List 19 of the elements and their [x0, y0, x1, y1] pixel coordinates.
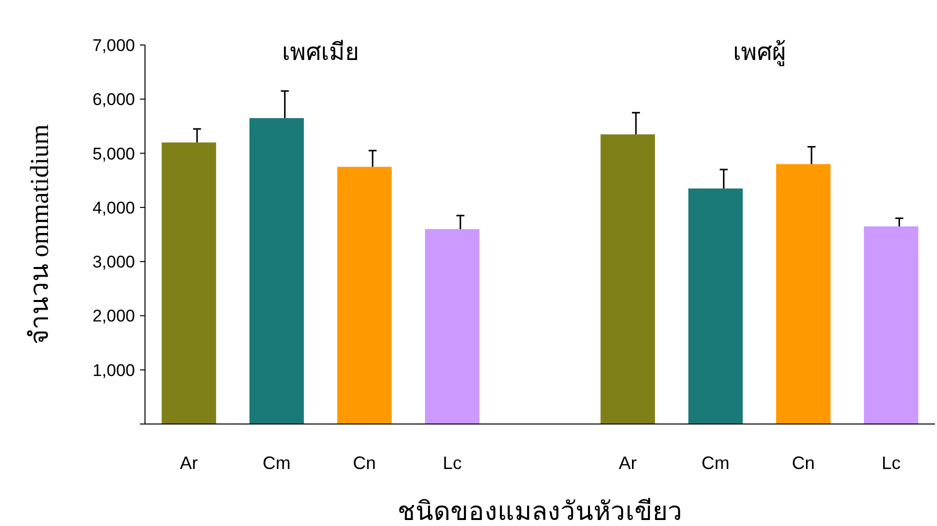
- y-tick-label: 6,000: [92, 90, 135, 110]
- x-tick-label: Cm: [262, 453, 291, 473]
- y-tick-label: 4,000: [92, 198, 135, 218]
- x-tick-label: Ar: [618, 453, 637, 473]
- annotation: เพศผู้: [732, 40, 786, 67]
- x-tick-label: Cn: [352, 453, 376, 473]
- x-tick-label: Lc: [442, 453, 462, 473]
- x-tick-label: Lc: [882, 453, 901, 473]
- y-axis-title: จำนวน ommatidium: [25, 124, 54, 345]
- y-tick-label: 5,000: [92, 144, 135, 164]
- y-tick-label: 3,000: [92, 252, 135, 272]
- x-tick-label: Cn: [792, 453, 815, 473]
- x-axis-title: ชนิดของแมลงวันหัวเขียว: [398, 497, 682, 526]
- y-tick-label: 7,000: [92, 36, 135, 55]
- y-tick-label: 1,000: [92, 360, 135, 380]
- y-tick-label: 2,000: [92, 306, 135, 326]
- x-tick-label: Cm: [702, 453, 730, 473]
- x-tick-label: Ar: [180, 453, 198, 473]
- annotation: เพศเมีย: [282, 39, 360, 66]
